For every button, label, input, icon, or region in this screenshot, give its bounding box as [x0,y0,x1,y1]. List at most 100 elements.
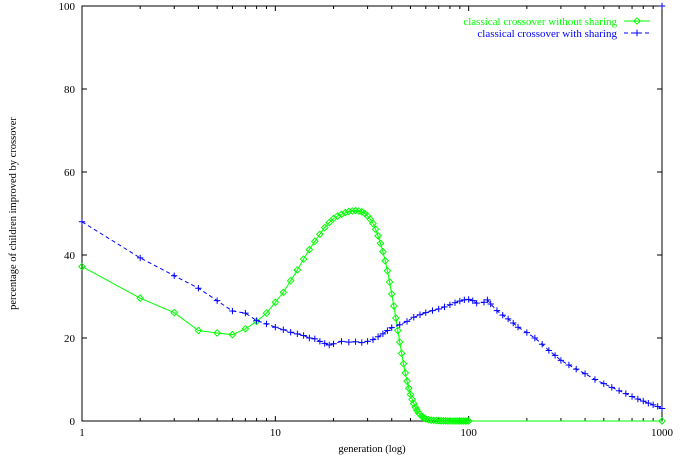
point [378,247,387,256]
point [385,278,394,286]
point [451,299,459,306]
point [213,329,222,337]
point [379,330,387,338]
point [441,303,448,311]
point [628,393,636,400]
point [374,333,382,340]
point [326,341,333,349]
point [136,254,144,262]
point [213,297,221,304]
point [320,223,329,232]
point [136,294,145,303]
point [280,326,287,333]
point [510,319,517,327]
point [78,218,86,225]
plot-border [81,5,663,422]
point [640,397,647,405]
legend-label: classical crossover with sharing [477,28,617,40]
legend-label: classical crossover without sharing [463,16,617,28]
point [538,341,546,348]
point [446,301,454,308]
point [484,296,491,304]
point [364,338,371,345]
point [262,309,271,318]
point [345,338,353,346]
point [294,330,301,338]
point [348,207,357,215]
point [654,403,661,410]
point [432,416,441,425]
point [344,207,353,216]
point [456,297,464,305]
point [658,2,666,10]
point [242,309,249,317]
x-tick-label: 100 [460,427,477,439]
point [311,335,318,343]
point [305,245,314,254]
point [608,384,616,391]
x-axis-title: generation (log) [338,444,406,455]
point [493,307,501,314]
point [330,340,337,348]
point [649,401,657,409]
axis-ticks: 0 20 40 60 80 100 1 10 100 1000 [59,1,674,439]
point [395,338,404,347]
point [229,307,236,315]
point [352,338,359,345]
point [391,314,400,322]
point [600,380,608,387]
y-tick-label: 60 [64,167,76,179]
point [396,321,403,328]
point [403,377,411,386]
point [315,230,324,239]
point [272,324,279,331]
point [463,417,471,425]
point [253,317,260,324]
point [338,338,345,345]
point [615,387,623,394]
point [358,339,365,346]
point [389,302,398,310]
point [551,352,559,359]
point [480,299,488,306]
point [310,237,319,246]
y-tick-label: 0 [70,416,76,428]
point [78,262,86,271]
point [300,332,307,339]
point [374,232,382,240]
point [371,225,380,234]
point [633,29,641,37]
y-tick-label: 80 [64,84,76,96]
point [557,357,565,364]
point [399,359,408,368]
series-layer [78,2,666,425]
point [397,349,406,358]
point [514,324,522,331]
point [429,416,438,425]
point [369,336,377,343]
point [473,299,480,307]
series-line [81,221,663,410]
point [499,311,506,319]
y-axis-title: percentage of children improved by cross… [8,117,19,310]
point [633,17,641,25]
point [429,307,436,314]
x-tick-label: 1 [79,427,85,439]
point [459,417,468,425]
point [427,416,436,425]
point [287,328,294,336]
point [271,298,280,307]
point [410,314,417,321]
point [194,326,203,335]
point [263,320,270,328]
point [591,376,599,383]
point [388,324,395,331]
point [435,305,442,313]
point [634,395,642,403]
point [413,406,421,415]
y-tick-label: 100 [59,1,76,13]
point [416,311,424,318]
point [403,318,411,325]
x-tick-label: 1000 [651,427,674,439]
x-tick-label: 10 [270,427,282,439]
